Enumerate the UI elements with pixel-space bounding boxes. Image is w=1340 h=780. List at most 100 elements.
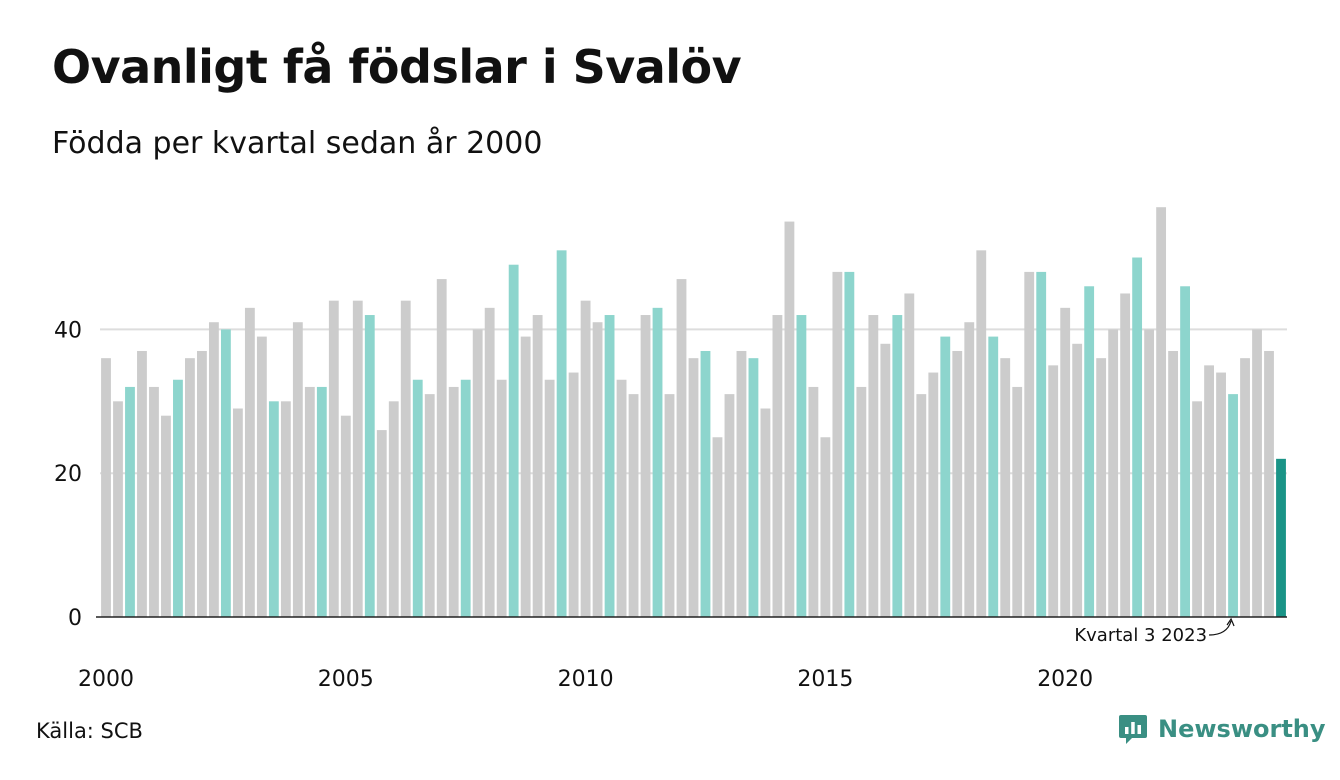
bar [676, 279, 687, 617]
newsworthy-logo-icon [1119, 715, 1147, 744]
brand-name: Newsworthy [1158, 715, 1326, 743]
bar [904, 293, 915, 617]
bar [820, 437, 831, 617]
bar [736, 350, 747, 617]
x-tick-label: 2000 [78, 667, 134, 692]
bar [1144, 329, 1155, 617]
y-tick-label: 40 [54, 318, 82, 343]
bar [1108, 329, 1119, 617]
brand-logo: Newsworthy [1118, 713, 1326, 745]
bar [220, 329, 231, 617]
bar [448, 386, 459, 617]
bar [1132, 257, 1143, 617]
bar [892, 315, 903, 617]
annotation-arrowhead [1226, 617, 1235, 627]
bar [232, 408, 243, 617]
bar [185, 358, 195, 617]
bar [664, 394, 675, 617]
bar [556, 250, 567, 617]
bar [244, 307, 255, 617]
bar [784, 221, 795, 617]
bar [364, 315, 375, 617]
bar [400, 300, 411, 617]
bar [1096, 358, 1107, 617]
chart-subtitle: Födda per kvartal sedan år 2000 [52, 126, 543, 161]
bar [532, 315, 543, 617]
bar [1276, 458, 1286, 617]
bar [137, 350, 147, 617]
bar [1228, 394, 1238, 617]
bar [1012, 386, 1023, 617]
bar [760, 408, 771, 617]
bar [520, 336, 531, 617]
bar [856, 386, 867, 617]
bar [1072, 343, 1083, 617]
bar [1180, 286, 1190, 617]
bar [748, 358, 759, 617]
bar [592, 322, 603, 617]
bar [328, 300, 339, 617]
x-tick-label: 2010 [558, 667, 614, 692]
bar [173, 379, 183, 617]
bar [640, 315, 651, 617]
bar [1252, 329, 1262, 617]
bar [304, 386, 315, 617]
bar [712, 437, 723, 617]
bar [688, 358, 699, 617]
bar [772, 315, 783, 617]
bar [1192, 401, 1202, 617]
bar [268, 401, 279, 617]
bar [724, 394, 735, 617]
bar [149, 386, 159, 617]
bar [197, 350, 207, 617]
bar [628, 394, 639, 617]
bar [988, 336, 999, 617]
bar [292, 322, 303, 617]
bar [1048, 365, 1059, 617]
bar [1240, 358, 1250, 617]
bar [940, 336, 951, 617]
bar [1036, 271, 1047, 617]
bar [544, 379, 555, 617]
bar [796, 315, 807, 617]
bar [604, 315, 615, 617]
chart-title: Ovanligt få födslar i Svalöv [52, 40, 742, 94]
bar [125, 386, 135, 617]
bar [376, 430, 387, 617]
bar [928, 372, 939, 617]
bar [952, 350, 963, 617]
bar [256, 336, 267, 617]
bar [1168, 350, 1179, 617]
bar [580, 300, 591, 617]
bar [412, 379, 423, 617]
bar [113, 401, 123, 617]
annotation-label: Kvartal 3 2023 [1074, 625, 1207, 646]
bar [808, 386, 819, 617]
bar [101, 358, 111, 617]
bar [1264, 350, 1274, 617]
bar [1216, 372, 1226, 617]
bar [472, 329, 483, 617]
bar [496, 379, 507, 617]
bar [964, 322, 975, 617]
bar [1084, 286, 1095, 617]
bar [484, 307, 495, 617]
bar [1024, 271, 1035, 617]
bar [652, 307, 663, 617]
x-tick-label: 2015 [797, 667, 853, 692]
bar [616, 379, 627, 617]
bar [352, 300, 363, 617]
bar [844, 271, 855, 617]
bar [916, 394, 927, 617]
bar [388, 401, 399, 617]
bar [1156, 207, 1167, 617]
bar [868, 315, 879, 617]
bar [424, 394, 435, 617]
bar [1060, 307, 1071, 617]
bar [832, 271, 843, 617]
bar [340, 415, 351, 617]
bar [700, 350, 711, 617]
bar [880, 343, 891, 617]
bar [460, 379, 471, 617]
bar [208, 322, 219, 617]
